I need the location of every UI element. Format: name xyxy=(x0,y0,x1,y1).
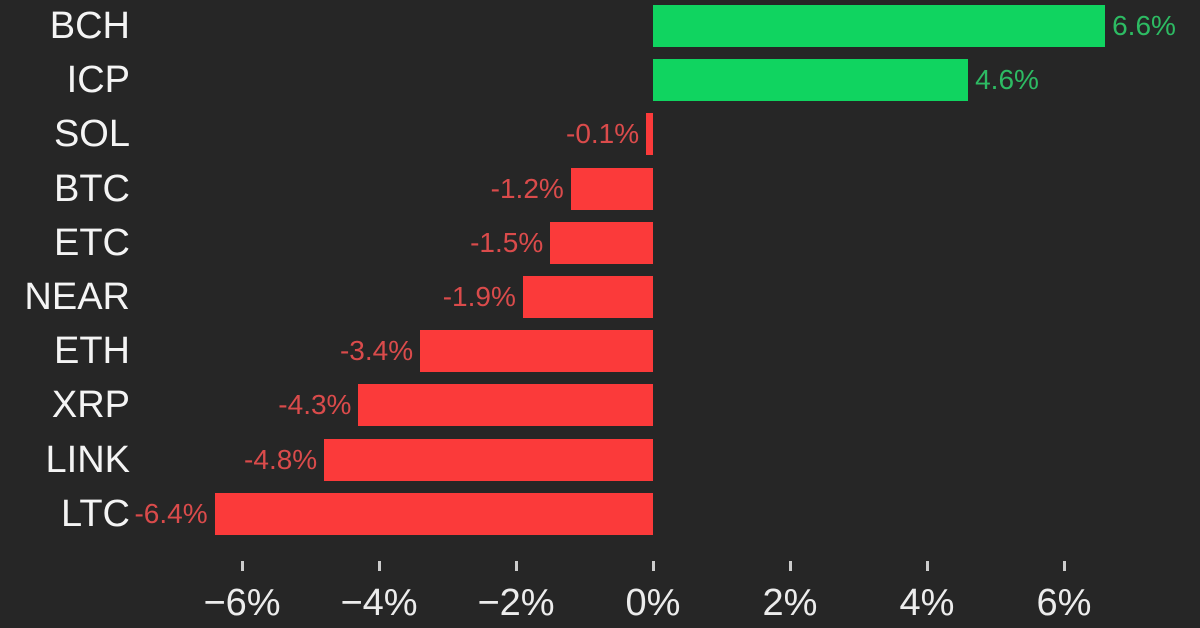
category-label-eth: ETH xyxy=(54,330,130,373)
x-axis-tick-label: 0% xyxy=(625,582,681,624)
x-axis-tick-label: 6% xyxy=(1036,582,1092,624)
bar-ltc xyxy=(214,492,653,535)
value-label-link: -4.8% xyxy=(244,443,318,475)
category-label-sol: SOL xyxy=(53,113,130,156)
value-label-btc: -1.2% xyxy=(490,172,564,204)
value-label-near: -1.9% xyxy=(442,281,516,312)
bar-xrp xyxy=(358,384,653,427)
category-label-bch: BCH xyxy=(49,5,130,47)
value-label-bch: 6.6% xyxy=(1112,10,1176,41)
x-axis-tick-label: 2% xyxy=(762,582,818,624)
category-label-icp: ICP xyxy=(66,59,130,102)
bar-sol xyxy=(646,113,653,156)
bar-icp xyxy=(653,59,969,102)
x-axis-tick-label: −4% xyxy=(340,582,418,624)
bar-btc xyxy=(570,167,653,210)
x-axis-tick-mark xyxy=(514,561,518,571)
value-label-ltc: -6.4% xyxy=(134,497,208,529)
category-label-near: NEAR xyxy=(24,276,130,318)
x-axis-tick-mark xyxy=(377,561,381,571)
x-axis-tick-mark xyxy=(788,561,792,571)
x-axis-tick-mark xyxy=(925,561,929,571)
bar-eth xyxy=(420,330,653,373)
x-axis-tick-mark xyxy=(240,561,244,571)
category-label-btc: BTC xyxy=(54,167,130,210)
value-label-icp: 4.6% xyxy=(975,64,1039,96)
x-axis-tick-label: 4% xyxy=(899,582,955,624)
value-label-eth: -3.4% xyxy=(339,335,414,367)
x-axis-tick-label: −2% xyxy=(477,582,555,624)
value-label-xrp: -4.3% xyxy=(278,389,352,421)
x-axis-tick-label: −6% xyxy=(203,582,281,624)
category-label-link: LINK xyxy=(45,438,130,481)
value-label-etc: -1.5% xyxy=(470,226,544,258)
category-label-etc: ETC xyxy=(54,221,130,264)
bar-near xyxy=(522,276,653,318)
value-label-sol: -0.1% xyxy=(566,118,640,150)
bar-etc xyxy=(550,221,653,264)
category-label-ltc: LTC xyxy=(61,492,130,535)
x-axis-tick-mark xyxy=(1062,561,1066,571)
bar-bch xyxy=(653,5,1106,47)
x-axis-tick-mark xyxy=(651,561,655,571)
bar-link xyxy=(324,438,653,481)
category-label-xrp: XRP xyxy=(51,384,130,427)
